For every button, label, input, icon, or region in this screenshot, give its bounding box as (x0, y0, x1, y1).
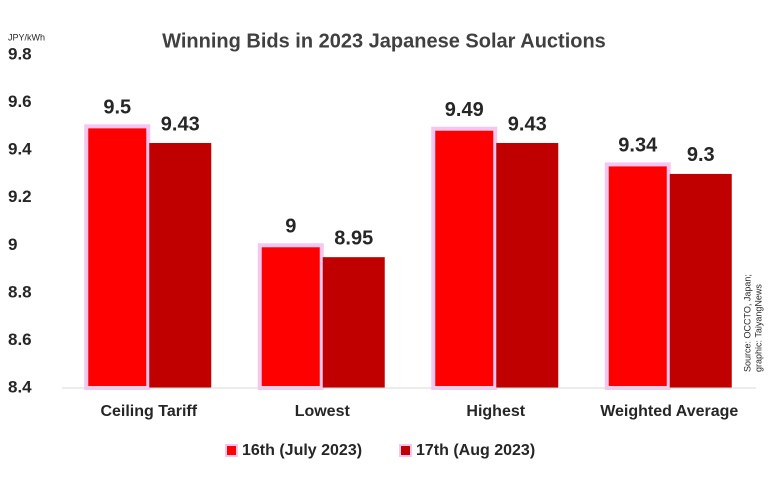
y-tick-label: 9.2 (8, 187, 32, 206)
bar (257, 243, 324, 390)
y-tick-label: 8.8 (8, 282, 32, 301)
legend-swatch (399, 444, 412, 457)
bar (604, 162, 671, 390)
y-tick-label: 9.8 (8, 44, 32, 63)
data-label: 9.49 (445, 99, 484, 121)
source-line: Source: OCCTO, Japan; (742, 274, 752, 372)
chart-title: Winning Bids in 2023 Japanese Solar Auct… (162, 30, 606, 52)
legend-label: 17th (Aug 2023) (416, 442, 535, 459)
source-line: graphic: TaiyangNews (753, 284, 763, 372)
x-tick-label: Weighted Average (600, 403, 738, 420)
data-label: 9.34 (618, 135, 658, 157)
bar (84, 124, 151, 390)
data-label: 9.3 (687, 144, 715, 166)
source-note: Source: OCCTO, Japan; graphic: TaiyangNe… (742, 274, 763, 372)
legend-swatch (225, 444, 238, 457)
bar (669, 173, 732, 388)
y-tick-label: 9 (8, 235, 17, 254)
y-tick-label: 8.4 (8, 377, 32, 396)
x-tick-label: Ceiling Tariff (100, 403, 197, 420)
bar (431, 126, 498, 390)
data-label: 8.95 (334, 227, 373, 249)
data-label: 9 (285, 216, 296, 238)
bar (496, 143, 559, 388)
data-label: 9.43 (508, 113, 547, 135)
y-tick-label: 8.6 (8, 330, 32, 349)
legend-label: 16th (July 2023) (242, 442, 362, 459)
x-tick-label: Highest (466, 403, 525, 420)
data-label: 9.43 (161, 113, 200, 135)
y-unit: JPY/kWh (8, 32, 45, 42)
y-tick-label: 9.4 (8, 140, 32, 159)
y-tick-label: 9.6 (8, 92, 32, 111)
x-tick-label: Lowest (295, 403, 351, 420)
data-label: 9.5 (103, 97, 131, 119)
bar (149, 143, 212, 388)
bar (322, 257, 385, 388)
